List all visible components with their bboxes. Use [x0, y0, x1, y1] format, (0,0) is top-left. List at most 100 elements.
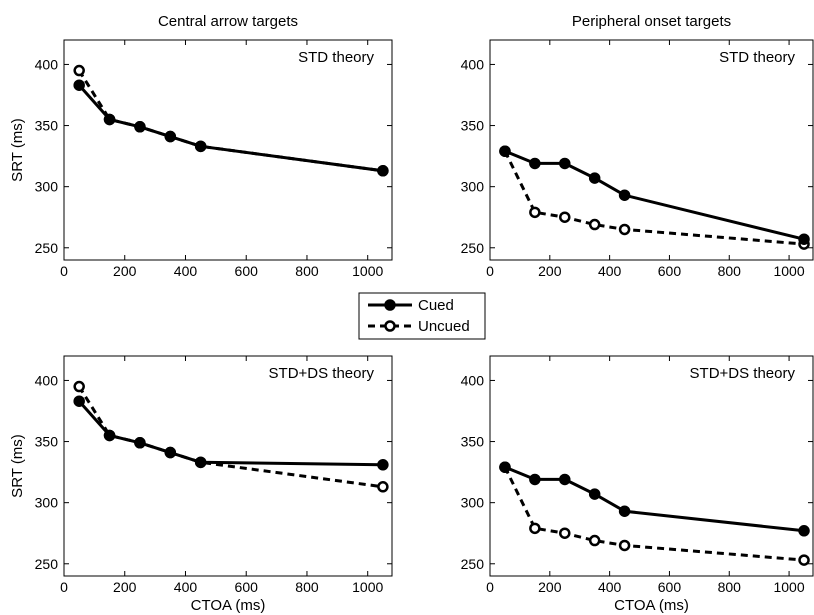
data-point — [618, 189, 631, 201]
y-tick-label: 250 — [35, 556, 59, 572]
x-tick-label: 800 — [718, 263, 742, 279]
x-tick-label: 1000 — [352, 263, 383, 279]
series-line — [503, 150, 805, 246]
data-point — [798, 554, 810, 566]
x-tick-label: 200 — [538, 263, 562, 279]
panel-title: Peripheral onset targets — [572, 13, 731, 30]
data-point — [588, 488, 601, 500]
y-tick-label: 350 — [35, 118, 59, 134]
y-tick-label: 400 — [461, 372, 485, 388]
x-tick-label: 0 — [60, 579, 68, 595]
data-point — [559, 527, 571, 539]
x-tick-label: 200 — [538, 579, 562, 595]
series-uncued — [73, 64, 389, 177]
data-point — [134, 437, 146, 449]
y-tick-label: 300 — [461, 179, 485, 195]
x-axis-label: CTOA (ms) — [614, 597, 689, 614]
y-tick-label: 250 — [35, 240, 59, 256]
x-axis-label: CTOA (ms) — [191, 597, 266, 614]
panel-1: 0 200 400 600 800 1000 250 300 350 400 Central arr… — [9, 13, 393, 279]
x-tick-label: 600 — [658, 579, 682, 595]
x-tick-label: 400 — [174, 579, 198, 595]
data-point — [103, 429, 116, 442]
x-tick-label: 0 — [486, 263, 494, 279]
series-line — [77, 385, 384, 489]
panel-3: 0 200 400 600 800 1000 250 300 350 400 STD+DS theo… — [9, 355, 393, 614]
series-uncued — [73, 380, 389, 493]
x-tick-label: 400 — [598, 579, 622, 595]
data-point — [164, 130, 177, 143]
axes-frame — [63, 39, 393, 261]
data-point — [529, 473, 541, 486]
y-axis-label: SRT (ms) — [9, 434, 26, 498]
series-line — [78, 84, 384, 173]
x-tick-label: 400 — [174, 263, 198, 279]
data-point — [377, 459, 389, 471]
y-tick-label: 350 — [461, 118, 485, 134]
series-line — [77, 69, 384, 173]
axes-frame — [63, 355, 393, 577]
x-tick-label: 600 — [235, 263, 259, 279]
panel-4: 0 200 400 600 800 1000 250 300 350 400 STD+DS theo… — [461, 355, 814, 614]
legend-marker — [384, 299, 396, 311]
theory-label: STD+DS theory — [690, 365, 796, 382]
data-point — [588, 172, 601, 184]
data-point — [164, 446, 177, 459]
y-axis-label: SRT (ms) — [9, 118, 26, 182]
x-tick-label: 600 — [235, 579, 259, 595]
x-tick-label: 600 — [658, 263, 682, 279]
data-point — [73, 79, 85, 91]
y-tick-label: 300 — [461, 495, 485, 511]
x-tick-label: 800 — [295, 263, 319, 279]
axes-frame — [489, 355, 814, 577]
x-tick-label: 800 — [718, 579, 742, 595]
x-tick-label: 200 — [113, 579, 137, 595]
legend-item-uncued: Uncued — [368, 318, 470, 335]
theory-label: STD theory — [719, 49, 795, 66]
series-line — [504, 465, 805, 533]
x-tick-label: 1000 — [773, 579, 804, 595]
data-point — [529, 157, 541, 170]
x-tick-label: 800 — [295, 579, 319, 595]
data-point — [618, 505, 631, 517]
y-tick-label: 250 — [461, 556, 485, 572]
y-tick-label: 300 — [35, 179, 59, 195]
data-point — [618, 223, 631, 236]
legend-item-cued: Cued — [368, 297, 454, 314]
data-point — [134, 121, 146, 133]
y-tick-label: 400 — [461, 56, 485, 72]
y-tick-label: 250 — [461, 240, 485, 256]
theory-label: STD theory — [298, 49, 374, 66]
x-tick-label: 200 — [113, 263, 137, 279]
data-point — [588, 534, 601, 547]
legend: Cued Uncued — [358, 292, 486, 340]
theory-label: STD+DS theory — [269, 365, 375, 382]
panel-2: 0 200 400 600 800 1000 250 300 350 400 Peripheral … — [461, 13, 814, 279]
data-point — [73, 380, 85, 393]
series-line — [504, 149, 805, 241]
data-point — [103, 113, 116, 126]
legend-marker — [384, 320, 396, 332]
series-cued — [73, 395, 389, 471]
data-point — [798, 525, 810, 537]
x-tick-label: 0 — [486, 579, 494, 595]
axes-frame — [489, 39, 814, 261]
series-cued — [73, 79, 389, 177]
x-tick-label: 1000 — [352, 579, 383, 595]
data-point — [73, 395, 85, 407]
data-point — [798, 233, 810, 245]
series-line — [78, 400, 383, 467]
legend-box — [358, 292, 486, 340]
y-tick-label: 400 — [35, 56, 59, 72]
data-point — [499, 461, 511, 473]
series-line — [503, 466, 805, 562]
y-tick-label: 400 — [35, 372, 59, 388]
panel-title: Central arrow targets — [158, 13, 298, 30]
series-cued — [499, 461, 810, 537]
y-tick-label: 350 — [461, 434, 485, 450]
data-point — [588, 218, 601, 231]
data-point — [377, 481, 389, 493]
data-point — [377, 165, 389, 177]
legend-label: Cued — [418, 297, 454, 314]
